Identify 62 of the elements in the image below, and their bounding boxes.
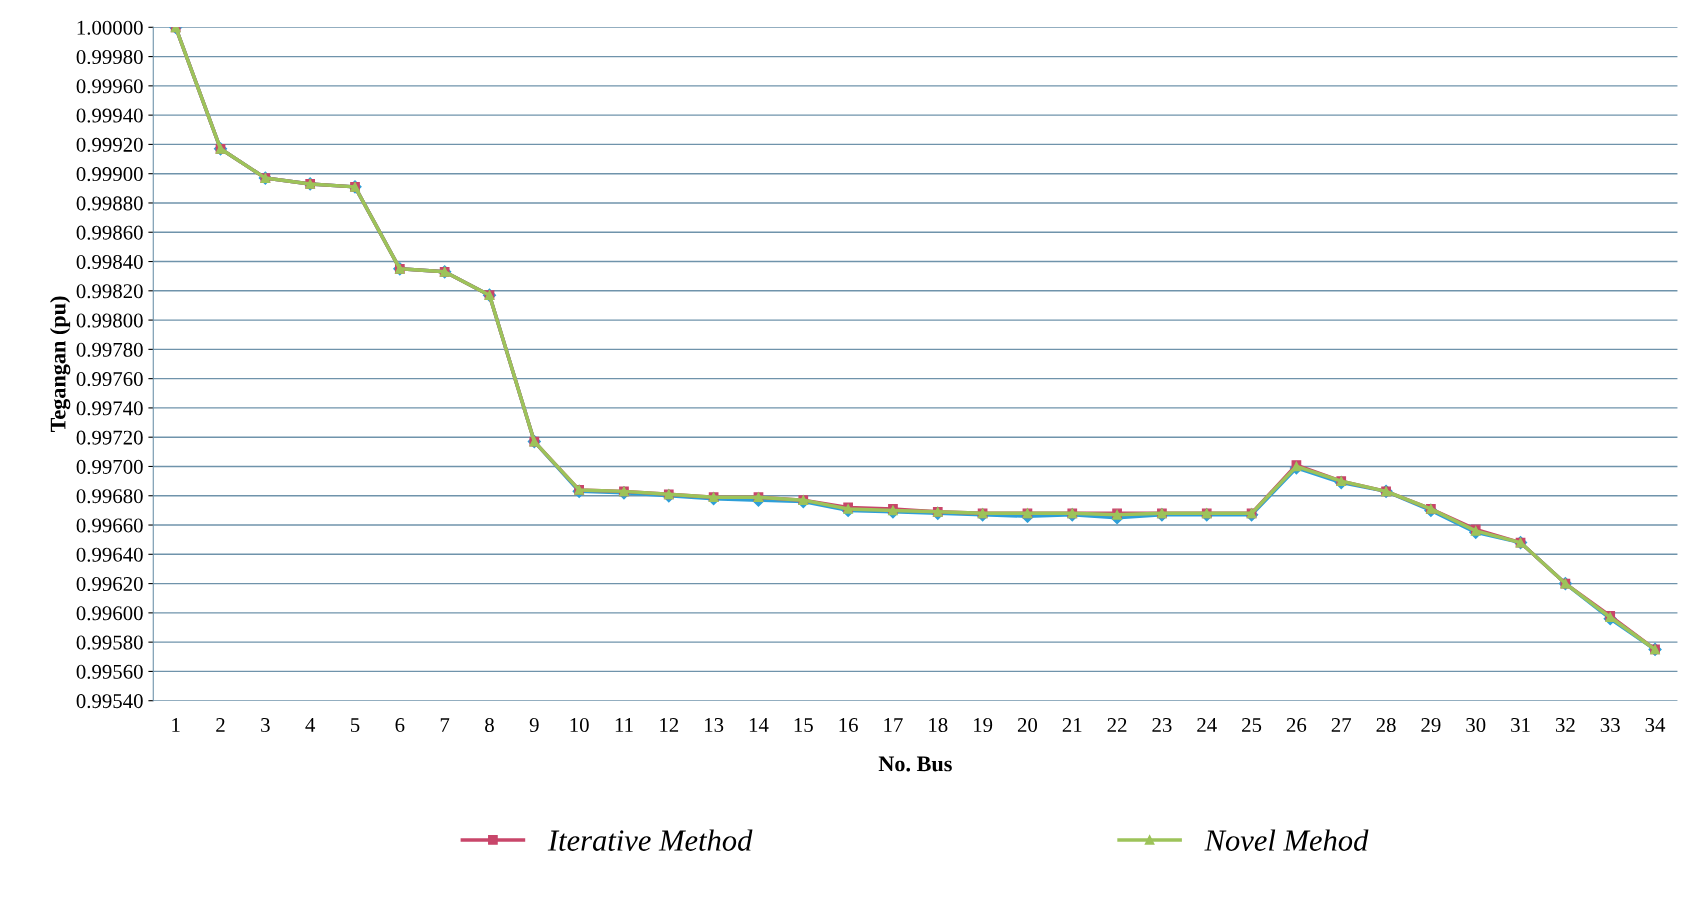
y-tick-label: 0.99840 (76, 254, 143, 270)
y-tick-label: 0.99700 (76, 459, 143, 474)
y-tick-label: 0.99680 (76, 489, 143, 504)
y-tick-label: 0.99920 (76, 137, 143, 152)
y-tick-label: 0.99860 (76, 225, 143, 240)
x-tick-label: 31 (1511, 718, 1530, 733)
y-tick-label: 0.99760 (76, 372, 143, 387)
y-tick-label: 0.99600 (76, 606, 143, 621)
x-tick-label: 18 (929, 717, 948, 733)
y-tick-label: 0.99660 (76, 518, 143, 533)
x-tick-label: 13 (705, 718, 724, 733)
y-tick-label: 0.99900 (76, 167, 143, 182)
y-tick-label: 0.99980 (76, 49, 143, 65)
x-tick-label: 4 (305, 718, 316, 732)
y-tick-label: 0.99940 (76, 108, 143, 123)
x-tick-label: 24 (1197, 718, 1217, 732)
x-tick-label: 16 (839, 718, 858, 733)
x-tick-label: 9 (529, 718, 539, 733)
x-tick-label: 14 (749, 718, 769, 732)
x-tick-label: 17 (884, 718, 903, 732)
x-tick-label: 34 (1645, 718, 1666, 733)
x-tick-label: 1 (172, 718, 180, 732)
x-tick-label: 2 (216, 718, 225, 732)
x-tick-label: 5 (351, 718, 360, 733)
y-tick-label: 0.99560 (76, 664, 143, 679)
y-tick-label: 0.99580 (76, 635, 143, 650)
x-tick-label: 32 (1555, 718, 1575, 733)
x-tick-label: 11 (615, 718, 633, 732)
y-tick-label: 0.99780 (76, 342, 143, 357)
x-tick-label: 29 (1421, 718, 1441, 733)
y-tick-label: 0.99820 (76, 284, 143, 299)
x-tick-label: 28 (1376, 717, 1396, 733)
y-tick-label: 0.99640 (76, 547, 143, 562)
x-tick-label: 33 (1600, 718, 1620, 733)
y-tick-label: 0.99720 (76, 430, 143, 445)
x-tick-label: 3 (261, 718, 270, 733)
y-tick-label: 0.99540 (76, 694, 143, 709)
y-tick-label: 0.99620 (76, 576, 143, 592)
x-tick-label: 12 (660, 718, 679, 732)
x-tick-label: 23 (1152, 718, 1172, 733)
x-tick-label: 6 (395, 718, 405, 733)
y-tick-label: 0.99800 (76, 313, 143, 328)
x-tick-label: 15 (794, 718, 813, 733)
x-tick-label: 20 (1017, 717, 1038, 733)
y-tick-label: 1.00000 (77, 20, 143, 35)
y-tick-label: 0.99880 (76, 196, 143, 211)
x-axis-title: No. Bus (878, 756, 952, 772)
x-tick-label: 26 (1286, 718, 1307, 733)
x-tick-label: 25 (1242, 718, 1262, 733)
legend-label: Iterative Method (547, 829, 753, 851)
x-tick-label: 8 (485, 717, 494, 733)
y-tick-label: 0.99740 (76, 401, 143, 416)
y-axis-title: Tegangan (pu) (49, 296, 71, 433)
legend-label: Novel Mehod (1204, 829, 1369, 851)
x-tick-label: 27 (1331, 718, 1352, 732)
x-tick-label: 21 (1062, 718, 1082, 732)
x-tick-label: 19 (974, 718, 993, 733)
x-tick-label: 22 (1107, 718, 1127, 732)
x-tick-label: 10 (570, 717, 589, 733)
x-tick-label: 30 (1466, 717, 1486, 733)
y-tick-label: 0.99960 (76, 79, 143, 94)
x-tick-label: 7 (440, 718, 450, 732)
